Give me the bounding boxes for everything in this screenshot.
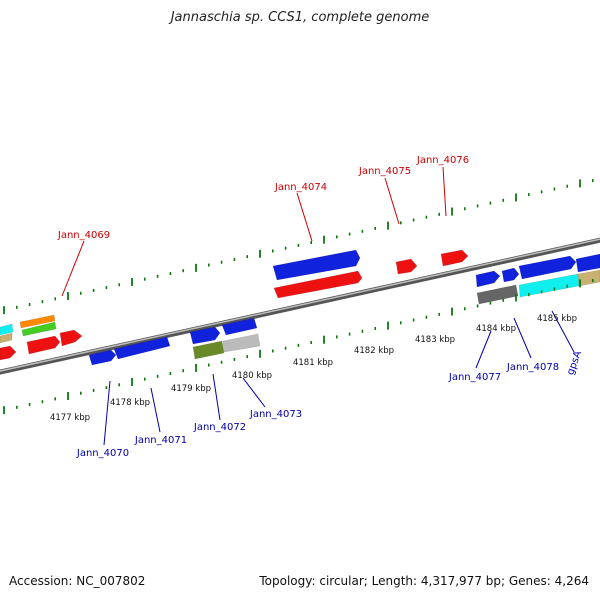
kbp-scale-label: 4183 kbp [415, 335, 455, 345]
gene-block [0, 332, 13, 344]
gene-block [518, 255, 577, 280]
gene-block [476, 284, 519, 305]
kbp-scale-label: 4177 kbp [50, 413, 90, 423]
gene-block [192, 340, 225, 360]
kbp-scale-label: 4181 kbp [293, 358, 333, 368]
gene-block [440, 249, 469, 267]
gene-leader-line [475, 330, 492, 369]
gene-block [575, 253, 600, 273]
genome-backbone-highlight [0, 196, 600, 413]
gene-leader-line [296, 192, 313, 242]
gene-label: Jann_4072 [193, 422, 246, 433]
gene-block [26, 335, 61, 355]
gene-block [221, 317, 258, 336]
gene-label: Jann_4077 [448, 372, 501, 383]
gene-block [59, 329, 83, 347]
gene-block [577, 269, 600, 287]
kbp-scale-label: 4178 kbp [110, 398, 150, 408]
gene-label: Jann_4076 [416, 155, 469, 166]
gene-block [0, 345, 17, 361]
gene-leader-line [61, 240, 85, 297]
gene-block [222, 333, 261, 353]
page-title: Jannaschia sp. CCS1, complete genome [170, 10, 430, 25]
gene-label: Jann_4074 [274, 182, 327, 193]
gene-leader-line [212, 373, 221, 421]
gene-block [475, 270, 501, 288]
gene-leader-line [103, 380, 111, 446]
gene-label: Jann_4075 [358, 166, 411, 177]
gene-block [189, 326, 221, 345]
gene-label: gpsA [565, 349, 584, 376]
kbp-scale-label: 4184 kbp [476, 324, 516, 334]
gene-block [501, 267, 520, 283]
gene-label: Jann_4069 [57, 230, 110, 241]
gene-leader-line [150, 387, 161, 433]
kbp-scale-label: 4180 kbp [232, 371, 272, 381]
accession-text: Accession: NC_007802 [9, 574, 146, 588]
kbp-scale-label: 4185 kbp [537, 314, 577, 324]
gene-leader-line [551, 310, 575, 353]
genome-summary-text: Topology: circular; Length: 4,317,977 bp… [259, 574, 589, 588]
gene-label: Jann_4070 [76, 448, 129, 459]
gene-block [395, 258, 418, 275]
gene-label: Jann_4078 [506, 362, 559, 373]
kbp-scale-label: 4182 kbp [354, 346, 394, 356]
gene-block [19, 314, 56, 329]
gene-block [273, 270, 363, 299]
gene-leader-line [384, 177, 400, 225]
gene-leader-line [242, 377, 266, 408]
gene-leader-line [442, 166, 447, 217]
gene-leader-line [513, 317, 532, 359]
gene-label: Jann_4073 [249, 409, 302, 420]
kbp-scale-label: 4179 kbp [171, 384, 211, 394]
genome-backbone [0, 196, 600, 416]
gene-block [88, 349, 117, 366]
gene-block [21, 321, 57, 337]
gene-block [0, 323, 14, 336]
gene-block [113, 336, 171, 360]
gene-label: Jann_4071 [134, 435, 187, 446]
gene-block [272, 249, 361, 281]
